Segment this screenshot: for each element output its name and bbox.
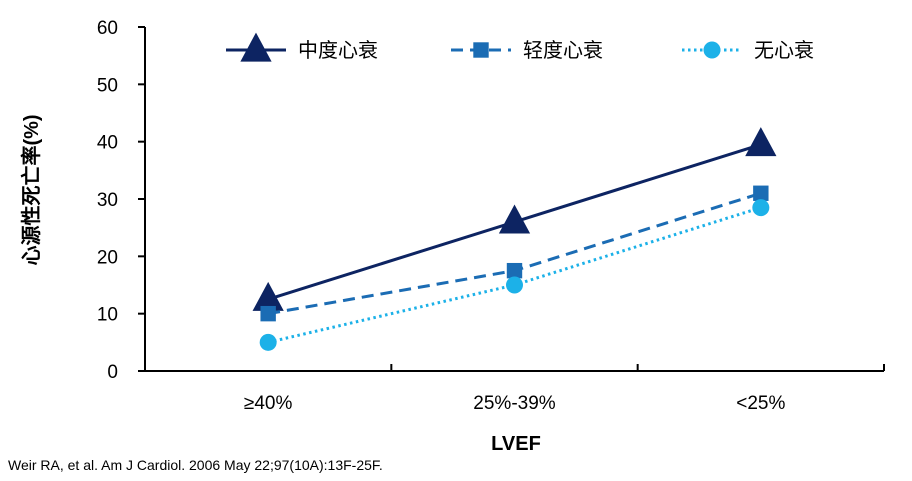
series-layer (252, 127, 777, 351)
y-axis-label: 心源性死亡率(%) (19, 114, 43, 265)
legend-item-1: 中度心衰 (226, 32, 378, 62)
y-tick-label: 30 (97, 190, 118, 211)
legend-item-2: 轻度心衰 (451, 39, 603, 62)
legend-label: 轻度心衰 (523, 39, 603, 62)
legend-marker (703, 41, 721, 59)
data-point (506, 262, 523, 279)
legend-item-3: 无心衰 (682, 39, 814, 62)
legend-label: 无心衰 (754, 39, 814, 62)
legend-label: 中度心衰 (298, 39, 378, 62)
data-point (745, 127, 777, 157)
y-tick-label: 60 (97, 18, 118, 39)
y-tick-label: 20 (97, 247, 118, 268)
data-point (259, 333, 277, 351)
data-point (752, 199, 770, 217)
legend-marker (240, 32, 272, 62)
y-tick-label: 0 (107, 362, 118, 383)
x-ticks: ≥40% 25%-39% <25% (244, 364, 885, 414)
data-point (498, 204, 531, 234)
series-3 (259, 199, 770, 351)
data-point (753, 185, 769, 201)
y-tick-label: 10 (97, 305, 118, 326)
source-citation: Weir RA, et al. Am J Cardiol. 2006 May 2… (8, 457, 383, 473)
x-axis-label: LVEF (491, 433, 541, 455)
x-tick-label: 25%-39% (473, 393, 555, 414)
data-point (506, 276, 523, 294)
legend-marker (473, 42, 489, 58)
data-point (260, 305, 276, 322)
y-tick-label: 50 (97, 75, 118, 96)
series-2 (260, 185, 769, 322)
axes (144, 27, 884, 372)
series-1 (252, 127, 777, 311)
legend: 中度心衰 轻度心衰 无心衰 (226, 32, 814, 62)
y-ticks: 0 10 20 30 40 50 60 (97, 18, 145, 383)
x-tick-label: <25% (736, 393, 785, 414)
y-tick-label: 40 (97, 133, 118, 154)
x-tick-label: ≥40% (244, 393, 293, 414)
